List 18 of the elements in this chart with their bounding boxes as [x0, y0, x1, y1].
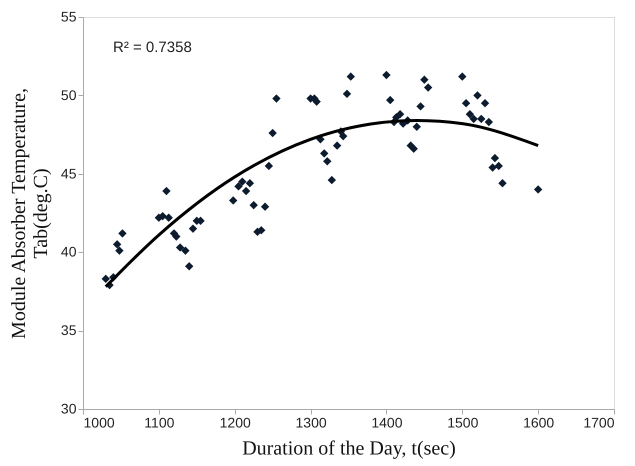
y-tick-label: 40 [60, 244, 77, 260]
y-axis-title: Module Absorber Temperature, Tab(deg.C) [8, 88, 52, 339]
x-tick-label: 1700 [583, 414, 615, 430]
x-tick-label: 1300 [295, 414, 327, 430]
x-tick-label: 1400 [371, 414, 403, 430]
x-tick-label: 1100 [144, 414, 175, 430]
annotation: R² = 0.7358 [113, 39, 192, 56]
x-tick-label: 1600 [523, 414, 554, 430]
y-tick-label: 45 [60, 165, 77, 182]
y-tick-label: 50 [60, 86, 77, 103]
x-tick-label: 1500 [447, 414, 479, 430]
y-tick-label: 35 [60, 322, 77, 338]
y-tick-label: 55 [60, 8, 77, 24]
line-series [104, 118, 540, 288]
y-tick-label: 30 [60, 400, 77, 416]
x-tick-label: 1000 [84, 414, 115, 430]
x-tick-label: 1200 [220, 414, 251, 430]
x-axis-title: Duration of the Day, t(sec) [242, 438, 456, 460]
